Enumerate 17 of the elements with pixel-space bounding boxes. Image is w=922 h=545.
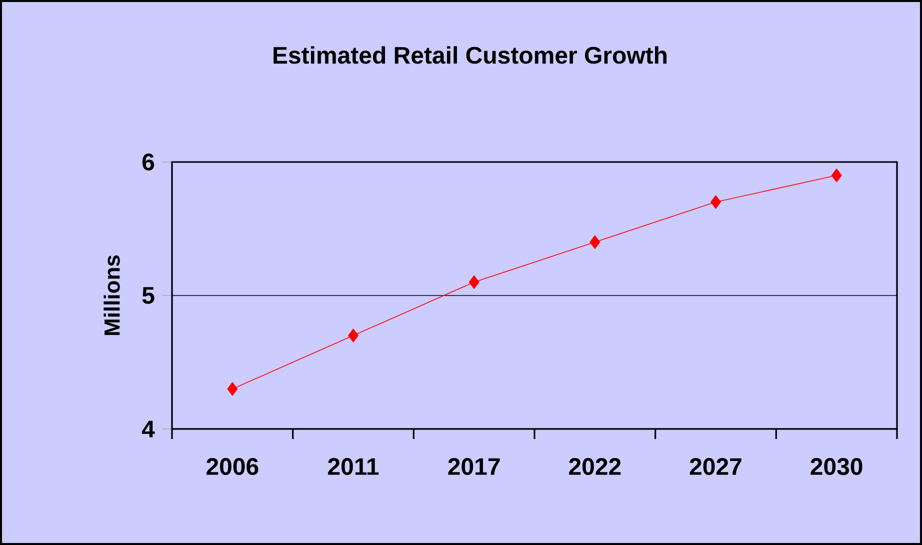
- y-tick-label: 4: [142, 420, 155, 438]
- x-tick-label: 2022: [569, 458, 621, 476]
- x-tick-label: 2027: [690, 458, 742, 476]
- x-tick-label: 2017: [448, 458, 500, 476]
- y-tick-label: 5: [142, 287, 154, 304]
- y-axis-title: Millions: [104, 255, 120, 335]
- x-tick-label: 2006: [206, 458, 258, 476]
- point: [710, 195, 721, 209]
- point: [468, 275, 480, 289]
- point: [831, 168, 842, 182]
- y-tick-label: 6: [142, 154, 154, 170]
- point: [348, 328, 358, 342]
- x-tick-label: 2030: [810, 458, 862, 476]
- chart-title: Estimated Retail Customer Growth: [274, 46, 667, 64]
- point: [590, 235, 600, 249]
- x-tick-label: 2011: [328, 458, 379, 476]
- point: [227, 382, 238, 396]
